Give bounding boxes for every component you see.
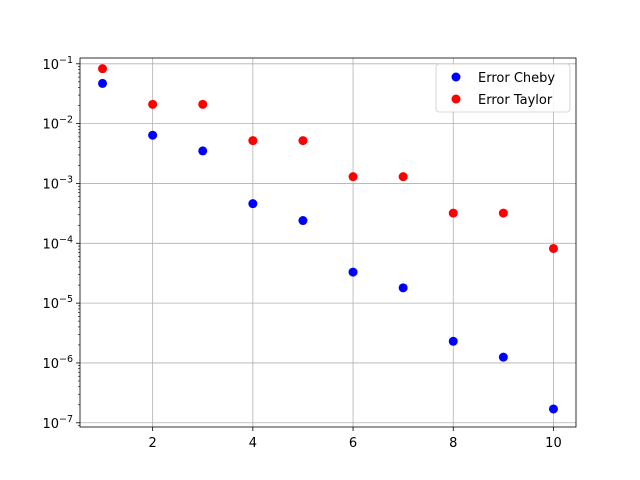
y-tick-label-base: 10 [42, 297, 59, 312]
data-point-error-taylor [148, 99, 158, 109]
data-point-error-cheby [98, 78, 108, 88]
y-tick-label: 10−5 [42, 294, 73, 312]
data-point-error-taylor [348, 172, 358, 182]
y-tick-label-exponent: −7 [59, 414, 73, 425]
legend-box [435, 63, 571, 113]
y-tick-label-exponent: −2 [59, 115, 73, 126]
data-point-error-taylor [398, 172, 408, 182]
data-point-error-cheby [198, 146, 208, 156]
data-point-error-taylor [248, 136, 258, 146]
data-point-error-taylor [548, 243, 558, 253]
legend-marker [451, 94, 461, 104]
y-tick-label-base: 10 [42, 58, 59, 73]
y-tick-label: 10−3 [42, 174, 73, 192]
data-point-error-cheby [498, 352, 508, 362]
data-point-error-cheby [448, 336, 458, 346]
y-tick-label-base: 10 [42, 118, 59, 133]
x-tick-label: 10 [545, 436, 562, 451]
y-tick-label-exponent: −5 [59, 294, 73, 305]
grid-layer [80, 58, 576, 427]
legend-label: Error Taylor [478, 93, 553, 108]
data-point-error-cheby [148, 130, 158, 140]
data-point-error-cheby [248, 199, 258, 209]
y-tick-label-base: 10 [42, 417, 59, 432]
y-tick-label-exponent: −6 [59, 354, 73, 365]
y-tick-label-base: 10 [42, 177, 59, 192]
y-tick-label-exponent: −4 [59, 234, 73, 245]
data-point-error-taylor [198, 99, 208, 109]
legend-label: Error Cheby [478, 71, 555, 86]
y-tick-label-base: 10 [42, 237, 59, 252]
x-tick-label: 8 [449, 436, 457, 451]
data-point-error-cheby [548, 404, 558, 414]
data-point-error-taylor [498, 208, 508, 218]
points-layer [98, 64, 558, 414]
y-tick-label-base: 10 [42, 357, 59, 372]
y-tick-label: 10−4 [42, 234, 73, 252]
y-tick-label: 10−7 [42, 414, 73, 432]
y-tick-label: 10−2 [42, 115, 73, 133]
data-point-error-cheby [348, 267, 358, 277]
y-tick-label-exponent: −1 [59, 55, 73, 66]
x-tick-label: 6 [349, 436, 357, 451]
data-point-error-cheby [298, 216, 308, 226]
legend: Error Cheby Error Taylor [435, 63, 571, 113]
legend-marker [451, 72, 461, 82]
x-tick-label: 2 [149, 436, 157, 451]
y-tick-label-exponent: −3 [59, 174, 73, 185]
data-point-error-taylor [298, 136, 308, 146]
y-tick-label: 10−6 [42, 354, 73, 372]
plot-frame [79, 57, 577, 428]
data-point-error-taylor [98, 64, 108, 74]
y-tick-label: 10−1 [42, 55, 73, 73]
x-tick-label: 4 [249, 436, 257, 451]
data-point-error-taylor [448, 208, 458, 218]
data-point-error-cheby [398, 283, 408, 293]
